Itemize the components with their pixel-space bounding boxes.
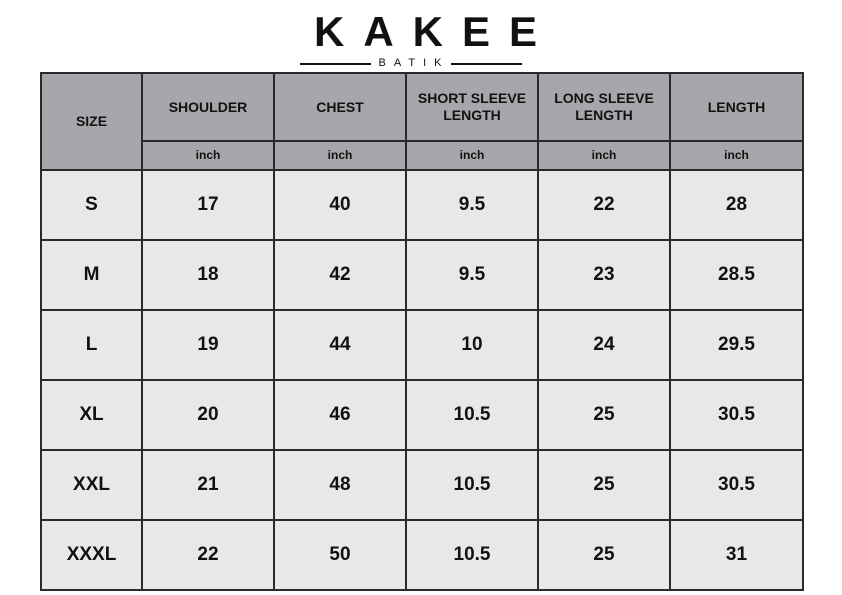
measurement-cell: 20 — [141, 379, 275, 451]
unit-label: inch — [273, 140, 407, 171]
measurement-cell: 25 — [537, 449, 671, 521]
measurement-cell: 30.5 — [669, 449, 804, 521]
measurement-cell: 18 — [141, 239, 275, 311]
size-cell: M — [40, 239, 143, 311]
measurement-cell: 10.5 — [405, 379, 539, 451]
measurement-cell: 29.5 — [669, 309, 804, 381]
column-header: LENGTH — [669, 72, 804, 142]
measurement-cell: 23 — [537, 239, 671, 311]
unit-label: inch — [405, 140, 539, 171]
unit-label: inch — [537, 140, 671, 171]
measurement-cell: 10 — [405, 309, 539, 381]
measurement-cell: 28 — [669, 169, 804, 241]
unit-label: inch — [669, 140, 804, 171]
measurement-cell: 17 — [141, 169, 275, 241]
brand-tagline: BATIK — [370, 57, 452, 69]
column-header: SIZE — [40, 72, 143, 171]
table-row: XXL 21 48 10.5 25 30.5 — [40, 449, 804, 521]
measurement-cell: 40 — [273, 169, 407, 241]
measurement-cell: 25 — [537, 519, 671, 591]
measurement-cell: 42 — [273, 239, 407, 311]
header-row: SIZE SHOULDER CHEST SHORT SLEEVE LENGTH LONG… — [40, 72, 804, 171]
table-row: XL 20 46 10.5 25 30.5 — [40, 379, 804, 451]
measurement-cell: 9.5 — [405, 239, 539, 311]
measurement-cell: 31 — [669, 519, 804, 591]
table-row: L 19 44 10 24 29.5 — [40, 309, 804, 381]
size-chart-table: SIZE SHOULDER CHEST SHORT SLEEVE LENGTH LONG… — [40, 72, 804, 591]
column-header: LONG SLEEVE LENGTH — [537, 72, 671, 142]
brand-logo: KAKEE BATIK — [296, 8, 557, 70]
table-row: XXXL 22 50 10.5 25 31 — [40, 519, 804, 591]
column-header: SHOULDER — [141, 72, 275, 142]
measurement-cell: 10.5 — [405, 519, 539, 591]
brand-tagline-row: BATIK — [296, 56, 526, 70]
column-header: CHEST — [273, 72, 407, 142]
measurement-cell: 48 — [273, 449, 407, 521]
measurement-cell: 46 — [273, 379, 407, 451]
measurement-cell: 9.5 — [405, 169, 539, 241]
size-cell: L — [40, 309, 143, 381]
size-cell: XXXL — [40, 519, 143, 591]
size-cell: XXL — [40, 449, 143, 521]
size-cell: XL — [40, 379, 143, 451]
measurement-cell: 44 — [273, 309, 407, 381]
table-row: M 18 42 9.5 23 28.5 — [40, 239, 804, 311]
size-cell: S — [40, 169, 143, 241]
measurement-cell: 10.5 — [405, 449, 539, 521]
measurement-cell: 19 — [141, 309, 275, 381]
column-header: SHORT SLEEVE LENGTH — [405, 72, 539, 142]
units-row: inch inch inch inch inch — [41, 140, 804, 171]
measurement-cell: 21 — [141, 449, 275, 521]
measurement-cell: 22 — [537, 169, 671, 241]
measurement-cell: 50 — [273, 519, 407, 591]
table-row: S 17 40 9.5 22 28 — [40, 169, 804, 241]
measurement-cell: 22 — [141, 519, 275, 591]
brand-name: KAKEE — [314, 8, 557, 55]
unit-label: inch — [141, 140, 275, 171]
measurement-cell: 28.5 — [669, 239, 804, 311]
measurement-cell: 24 — [537, 309, 671, 381]
measurement-cell: 30.5 — [669, 379, 804, 451]
measurement-cell: 25 — [537, 379, 671, 451]
